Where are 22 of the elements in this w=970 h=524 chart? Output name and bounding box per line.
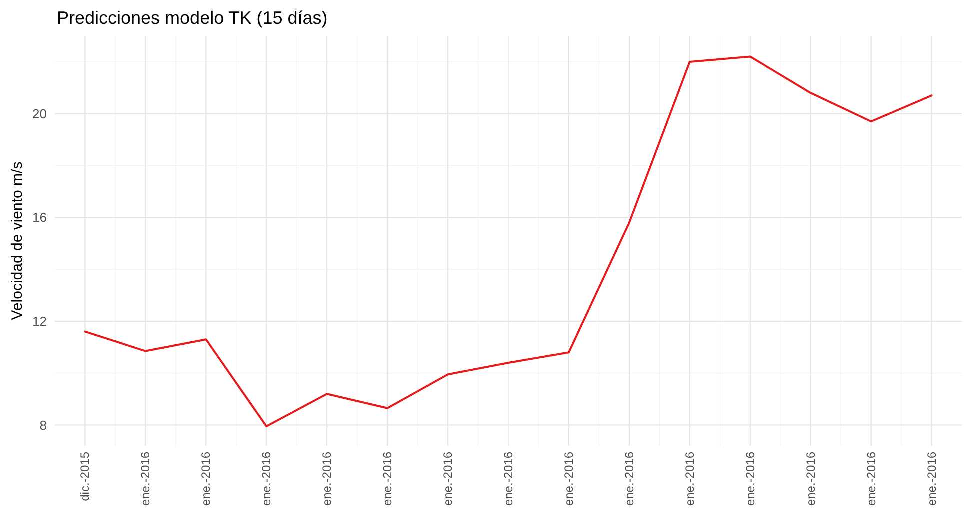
x-tick-label: ene.-2016 — [320, 452, 334, 506]
y-tick-label: 8 — [40, 418, 47, 433]
x-tick-label: ene.-2016 — [682, 452, 697, 506]
y-axis-title: Velocidad de viento m/s — [9, 162, 26, 320]
x-tick-label: dic.-2015 — [78, 452, 92, 502]
x-tick-label: ene.-2016 — [199, 452, 214, 506]
y-tick-label: 12 — [32, 314, 47, 329]
x-tick-label: ene.-2016 — [743, 452, 758, 506]
x-tick-label: ene.-2016 — [441, 452, 456, 506]
x-tick-label: ene.-2016 — [260, 452, 274, 506]
x-tick-label: ene.-2016 — [864, 452, 878, 506]
chart-title: Predicciones modelo TK (15 días) — [57, 8, 328, 28]
x-tick-label: ene.-2016 — [562, 452, 576, 506]
x-tick-label: ene.-2016 — [924, 452, 939, 506]
line-series — [84, 56, 933, 428]
y-tick-label: 20 — [32, 106, 47, 122]
x-tick-label: ene.-2016 — [138, 452, 153, 506]
x-tick-label: ene.-2016 — [804, 452, 818, 506]
x-tick-label: ene.-2016 — [622, 452, 636, 506]
x-tick-label: ene.-2016 — [502, 452, 516, 506]
x-tick-label: ene.-2016 — [380, 452, 395, 506]
y-tick-label: 16 — [32, 210, 47, 226]
